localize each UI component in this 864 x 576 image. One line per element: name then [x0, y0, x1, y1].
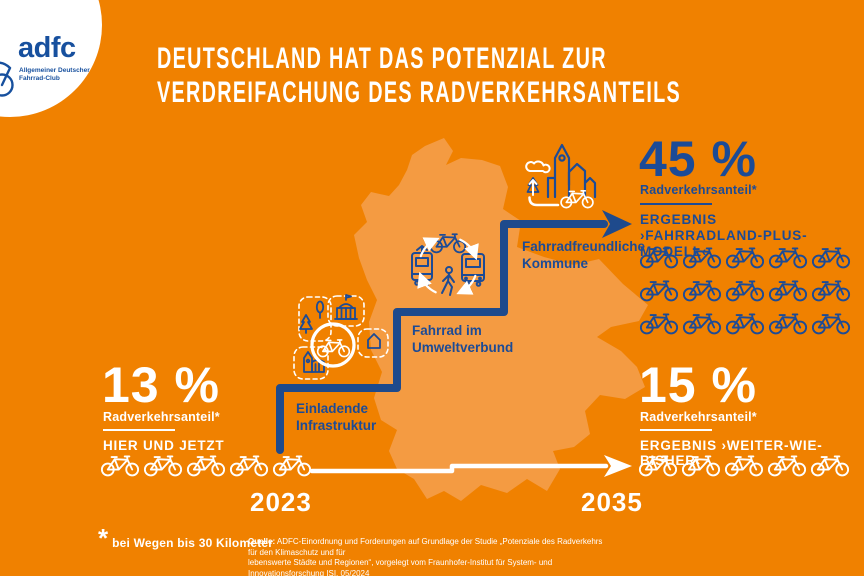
stat-now-name: HIER UND JETZT: [103, 438, 225, 453]
cycle-arrows: [417, 237, 479, 295]
bike-row-plus: [639, 244, 864, 343]
timeline-year-end: 2035: [581, 487, 643, 517]
bike-icon: [143, 452, 183, 477]
bike-icon: [682, 310, 722, 335]
bike-icon: [639, 310, 679, 335]
timeline-arrow: [309, 455, 632, 477]
bike-icon: [767, 452, 807, 477]
pedestrian-icon: [441, 266, 455, 296]
step-label-umweltverbund: Fahrrad im Umweltverbund: [412, 323, 514, 355]
house-icon: [367, 333, 381, 349]
town-hall-icon: [334, 294, 358, 320]
kommune-icon-cluster: [525, 143, 597, 209]
footnote-text: bei Wegen bis 30 Kilometer: [112, 536, 274, 550]
cyclist-logo-icon: [0, 61, 14, 97]
cloud-icon: [525, 160, 551, 174]
bike-icon: [639, 277, 679, 302]
bike-icon: [768, 310, 808, 335]
bike-icon: [682, 244, 722, 269]
stat-now-label: Radverkehrsanteil*: [103, 410, 220, 424]
step-label-infrastruktur: Einladende Infrastruktur: [296, 401, 377, 433]
bike-icon: [811, 277, 851, 302]
road-icon: [528, 196, 560, 207]
divider: [640, 203, 712, 205]
stat-plus-value: 45 %: [639, 131, 757, 187]
adfc-wordmark: adfc: [18, 32, 76, 64]
tree-icon: [315, 300, 325, 319]
growing-tree-icon: [526, 177, 540, 196]
dashed-frame: [357, 328, 389, 358]
infrastructure-icon-cluster: [293, 294, 389, 380]
stat-bau-label: Radverkehrsanteil*: [640, 410, 757, 424]
bike-icon: [811, 244, 851, 269]
stat-now-value: 13 %: [102, 357, 220, 413]
germany-map: [354, 138, 648, 501]
divider: [103, 429, 175, 431]
adfc-tagline: Allgemeiner Deutscher Fahrrad-Club: [19, 67, 90, 82]
timeline-year-start: 2023: [250, 487, 312, 517]
title-line-1: DEUTSCHLAND HAT DAS POTENZIAL ZUR: [157, 42, 607, 75]
bike-icon: [229, 452, 269, 477]
bike-row-now: [100, 452, 330, 485]
asterisk-marker: *: [98, 523, 109, 553]
bike-icon: [560, 190, 594, 209]
step-label-kommune: Fahrradfreundliche Kommune: [522, 239, 646, 271]
timeline-arrowhead: [604, 455, 632, 477]
source-line-1: ADFC-Einordnung und Forderungen auf Grun…: [248, 537, 603, 557]
source-note: Quelle: ADFC-Einordnung und Forderungen …: [248, 537, 608, 576]
umweltverbund-icon-cluster: [411, 233, 485, 296]
stat-plus-label: Radverkehrsanteil*: [640, 183, 757, 197]
title-line-2: VERDREIFACHUNG DES RADVERKEHRSANTEILS: [157, 76, 682, 109]
bike-icon: [638, 452, 678, 477]
bike-icon: [724, 452, 764, 477]
bike-icon: [725, 277, 765, 302]
source-line-2: lebenswerte Städte und Regionen“, vorgel…: [248, 558, 553, 576]
page-title: DEUTSCHLAND HAT DAS POTENZIAL ZUR VERDRE…: [157, 42, 681, 110]
bike-icon: [682, 277, 722, 302]
stat-bau-value: 15 %: [639, 357, 757, 413]
bike-icon: [725, 244, 765, 269]
bike-icon: [725, 310, 765, 335]
skyline-icon: [546, 143, 597, 199]
footnote: * bei Wegen bis 30 Kilometer: [98, 523, 274, 553]
bike-icon: [811, 310, 851, 335]
bike-badge-circle: [310, 322, 356, 368]
bike-icon: [768, 244, 808, 269]
staircase-arrow: [276, 210, 632, 454]
source-label: Quelle:: [248, 537, 276, 546]
dashed-frame: [298, 296, 332, 342]
church-icon: [303, 351, 325, 373]
bike-icon: [681, 452, 721, 477]
bike-icon: [810, 452, 850, 477]
bike-icon: [186, 452, 226, 477]
bike-icon: [100, 452, 140, 477]
bike-row-bau: [638, 452, 864, 485]
bike-icon: [768, 277, 808, 302]
pine-tree-icon: [299, 314, 313, 334]
staircase-arrowhead: [602, 210, 632, 238]
bike-icon: [272, 452, 312, 477]
bike-icon: [316, 339, 351, 358]
divider: [640, 429, 712, 431]
